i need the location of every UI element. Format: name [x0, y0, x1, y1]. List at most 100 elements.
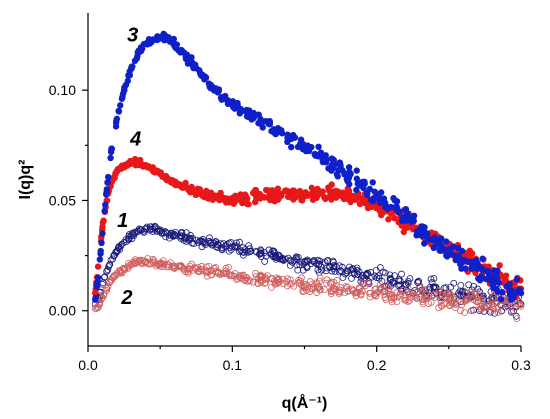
series-3-point: [117, 102, 124, 109]
series-4-point: [274, 189, 281, 197]
series-3-point: [409, 215, 416, 222]
series-2-point: [120, 265, 128, 273]
series-2-point: [215, 269, 222, 277]
series-1-point: [286, 256, 294, 264]
series-4-point: [99, 219, 107, 227]
series-4-point: [310, 194, 317, 201]
series-1-point: [278, 256, 286, 264]
series-3-point: [101, 207, 108, 215]
axes-layer: [87, 13, 521, 347]
series-1-point: [301, 257, 309, 265]
series-1-point: [192, 236, 200, 244]
series-1-point: [257, 253, 265, 260]
series-2-point: [477, 305, 485, 312]
series-2-point: [424, 294, 432, 301]
series-2-point: [322, 279, 330, 287]
series-3-point: [387, 203, 395, 211]
series-2-point: [446, 290, 454, 298]
series-3-point: [288, 143, 295, 151]
series-4-point: [332, 187, 340, 195]
series-2-point: [124, 260, 132, 267]
series-1-point: [365, 280, 373, 288]
series-1-point: [178, 229, 186, 237]
series-2-points: [91, 255, 525, 323]
series-2-point: [316, 274, 324, 282]
series-3-point: [421, 240, 428, 247]
series-2-point: [404, 288, 412, 296]
series-1-point: [339, 274, 347, 281]
series-4-point: [122, 162, 129, 170]
series-label-2: 2: [120, 287, 132, 309]
series-4-point: [322, 195, 329, 203]
series-3-point: [393, 198, 401, 205]
series-1-point: [162, 233, 170, 241]
series-2-point: [418, 288, 426, 295]
series-3-point: [439, 246, 446, 254]
series-1-point: [318, 266, 325, 274]
series-2-point: [284, 275, 291, 283]
series-3-point: [104, 179, 111, 186]
series-2-point: [413, 288, 421, 296]
series-3-point: [115, 108, 123, 115]
series-1-point: [202, 239, 209, 247]
series-1-point: [375, 272, 383, 280]
series-1-point: [371, 272, 379, 280]
series-2-point: [420, 286, 428, 294]
series-4-point: [345, 195, 352, 203]
series-1-point: [239, 248, 246, 256]
series-3-point: [186, 55, 194, 62]
series-4-point: [325, 184, 332, 191]
series-2-point: [297, 277, 304, 285]
series-1-point: [376, 264, 384, 271]
series-3-point: [207, 85, 214, 92]
series-3-point: [122, 81, 130, 89]
series-2-point: [513, 315, 521, 323]
series-2-point: [195, 267, 203, 274]
series-3-point: [315, 143, 322, 151]
series-1-point: [330, 263, 338, 271]
series-1-point: [261, 258, 269, 265]
series-2-point: [453, 294, 460, 302]
x-axis-title: q(Å⁻¹): [282, 393, 328, 412]
series-1-point: [274, 251, 282, 259]
series-2-point: [178, 263, 186, 271]
series-3-point: [363, 191, 371, 199]
series-1-point: [104, 266, 112, 274]
series-2-point: [475, 298, 482, 305]
series-4-point: [266, 196, 274, 204]
series-2-point: [100, 292, 108, 299]
series-1-point: [349, 265, 356, 272]
series-3-point: [458, 247, 466, 255]
series-1-point: [349, 265, 357, 273]
series-4-point: [179, 184, 186, 191]
series-3-point: [513, 276, 521, 283]
series-1-point: [142, 224, 150, 232]
series-1-point: [116, 246, 124, 253]
series-3-point: [107, 154, 114, 162]
series-2-point: [262, 279, 270, 287]
x-tick-label: 0.1: [223, 357, 243, 373]
series-1-point: [103, 267, 111, 275]
series-3-point: [369, 179, 376, 186]
series-2-point: [451, 296, 459, 303]
x-tick-label: 0.3: [511, 357, 531, 373]
series-2-point: [423, 294, 431, 302]
series-2-point: [387, 295, 395, 303]
series-2-point: [358, 288, 366, 295]
series-1-point: [303, 264, 311, 272]
series-3-point: [319, 153, 326, 160]
series-2-point: [476, 296, 483, 304]
x-tick-label: 0.2: [367, 357, 387, 373]
series-3-point: [446, 245, 454, 253]
series-3-point: [121, 87, 128, 94]
series-3-point: [278, 130, 286, 137]
series-3-point: [102, 201, 109, 208]
series-1-point: [350, 269, 358, 277]
series-1-point: [101, 273, 109, 281]
series-1-point: [267, 250, 275, 258]
series-2-point: [257, 273, 265, 281]
series-3-point: [360, 184, 367, 192]
series-3-point: [266, 117, 273, 125]
